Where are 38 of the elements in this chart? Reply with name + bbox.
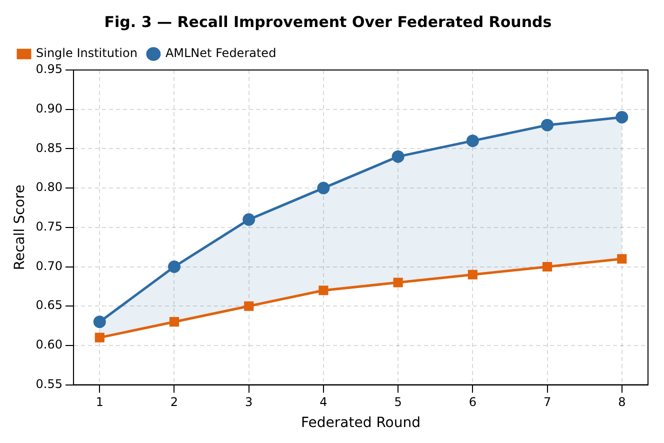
point xyxy=(468,270,478,280)
chart-title: Fig. 3 — Recall Improvement Over Federated Rounds xyxy=(104,12,552,31)
x-tick-label: 8 xyxy=(618,395,626,410)
point xyxy=(466,134,479,148)
y-tick-label: 0.75 xyxy=(36,220,63,234)
point xyxy=(169,317,180,327)
point xyxy=(318,286,328,296)
point xyxy=(244,301,254,311)
y-tick-label: 0.80 xyxy=(36,180,63,194)
x-tick-label: 2 xyxy=(170,395,178,410)
point xyxy=(93,316,106,328)
y-tick-label: 0.70 xyxy=(36,258,63,273)
point xyxy=(542,262,552,272)
x-tick-label: 5 xyxy=(394,395,402,410)
x-tick-label: 3 xyxy=(245,395,253,410)
y-tick-label: 0.95 xyxy=(36,62,63,76)
x-tick-label: 6 xyxy=(468,395,476,410)
point xyxy=(317,182,330,194)
point xyxy=(392,150,404,163)
y-tick-label: 0.90 xyxy=(36,101,63,116)
point xyxy=(617,254,627,264)
y-axis-title: Recall Score xyxy=(12,184,28,270)
point xyxy=(541,118,554,132)
x-axis-title: Federated Round xyxy=(301,415,420,432)
x-tick-label: 1 xyxy=(96,395,104,410)
y-tick-label: 0.65 xyxy=(36,298,63,312)
point xyxy=(242,213,256,226)
point xyxy=(168,260,180,273)
point xyxy=(94,332,104,342)
y-tick-label: 0.60 xyxy=(36,338,63,352)
point xyxy=(616,110,628,124)
y-tick-label: 0.55 xyxy=(36,376,63,391)
x-tick-label: 7 xyxy=(543,395,552,410)
y-tick-label: 0.85 xyxy=(36,140,63,155)
x-tick-label: 4 xyxy=(320,395,328,410)
legend-label: AMLNet Federated xyxy=(165,46,276,60)
point xyxy=(393,278,403,288)
legend-label: Single Institution xyxy=(36,46,138,60)
